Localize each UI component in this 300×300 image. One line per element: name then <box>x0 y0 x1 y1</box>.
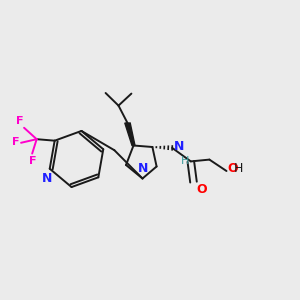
Text: N: N <box>138 162 148 175</box>
Text: F: F <box>29 156 37 166</box>
Polygon shape <box>125 123 135 146</box>
Text: N: N <box>42 172 52 185</box>
Text: O: O <box>228 162 238 175</box>
Text: F: F <box>16 116 23 126</box>
Text: N: N <box>174 140 184 154</box>
Text: H: H <box>181 156 190 166</box>
Text: H: H <box>234 162 243 175</box>
Text: O: O <box>196 183 207 196</box>
Text: F: F <box>12 137 20 147</box>
